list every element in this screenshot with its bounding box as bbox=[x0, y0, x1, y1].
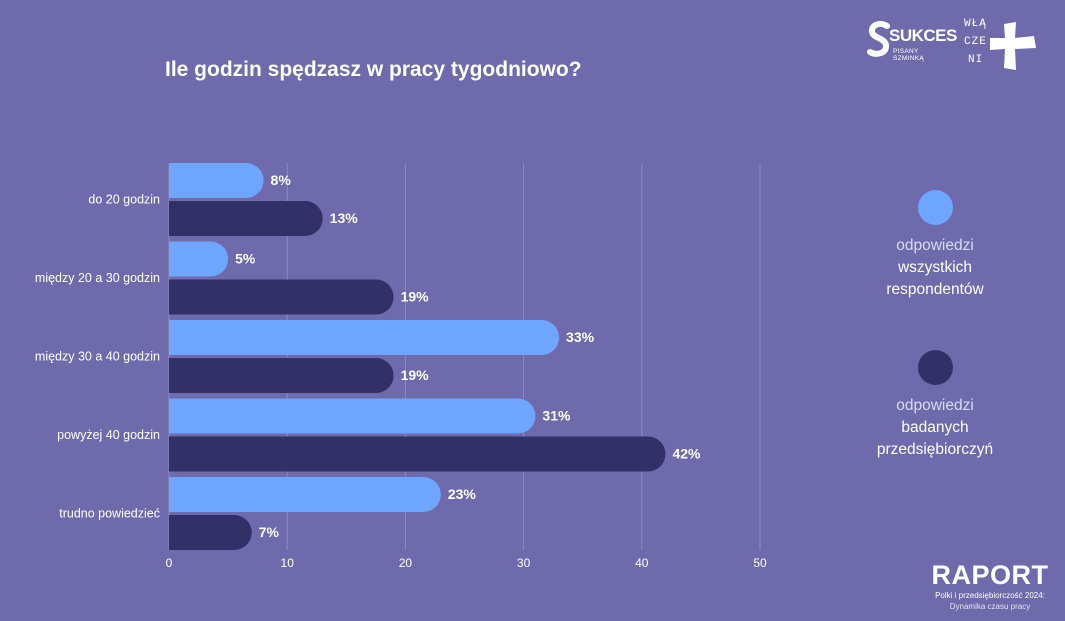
legend-swatch-all bbox=[917, 190, 953, 225]
wlaczeni-logo: WŁĄ CZE NI bbox=[960, 18, 1040, 78]
legend-item-entrepreneurs: odpowiedzi badanych przedsiębiorczyń bbox=[850, 350, 1020, 461]
bar-all-respondents bbox=[169, 320, 560, 355]
wlaczeni-line-1: WŁĄ bbox=[964, 18, 987, 30]
x-tick-label: 50 bbox=[753, 556, 767, 570]
data-label: 33% bbox=[566, 329, 595, 345]
report-footer: RAPORT Polki i przedsiębiorczość 2024: D… bbox=[925, 560, 1055, 612]
legend-entrepreneurs-line-2: badanych bbox=[901, 419, 969, 436]
report-subtitle: Polki i przedsiębiorczość 2024: bbox=[935, 591, 1045, 600]
bar-all-respondents bbox=[169, 398, 536, 434]
data-label: 7% bbox=[259, 524, 280, 540]
x-tick-label: 10 bbox=[281, 556, 295, 570]
x-tick-label: 30 bbox=[517, 556, 531, 570]
legend-item-all-respondents: odpowiedzi wszystkich respondentów bbox=[850, 190, 1020, 301]
x-tick-label: 20 bbox=[399, 556, 413, 570]
category-label: między 30 a 40 godzin bbox=[35, 349, 160, 363]
x-tick-label: 0 bbox=[166, 556, 173, 570]
sukces-wordmark: SUKCES bbox=[889, 26, 957, 45]
data-label: 19% bbox=[401, 367, 430, 383]
report-title: RAPORT bbox=[931, 560, 1049, 590]
category-label: do 20 godzin bbox=[88, 192, 160, 206]
legend-all-line-1: odpowiedzi bbox=[896, 237, 974, 254]
category-label: trudno powiedzieć bbox=[59, 506, 160, 520]
x-tick-label: 40 bbox=[635, 556, 649, 570]
legend-swatch-entrepreneurs bbox=[917, 350, 953, 385]
sukces-s-icon bbox=[867, 21, 890, 57]
data-label: 5% bbox=[235, 251, 256, 267]
legend-entrepreneurs-line-3: przedsiębiorczyń bbox=[876, 441, 994, 458]
report-subtitle-2: Dynamika czasu pracy bbox=[949, 602, 1031, 611]
data-label: 13% bbox=[330, 210, 359, 226]
data-label: 8% bbox=[271, 172, 292, 188]
sukces-subtitle: PISANY SZMINKĄ bbox=[893, 48, 924, 62]
bar-entrepreneurs bbox=[169, 201, 323, 236]
bar-entrepreneurs bbox=[169, 358, 394, 393]
data-label: 42% bbox=[672, 446, 701, 462]
data-label: 23% bbox=[448, 486, 477, 502]
bar-all-respondents bbox=[169, 477, 441, 512]
data-label: 19% bbox=[401, 289, 430, 305]
bar-all-respondents bbox=[169, 163, 264, 198]
legend-entrepreneurs-line-1: odpowiedzi bbox=[896, 397, 974, 414]
sukces-logo: SUKCES PISANY SZMINKĄ bbox=[867, 18, 957, 62]
chart-title: Ile godzin spędzasz w pracy tygodniowo? bbox=[165, 58, 582, 81]
bar-entrepreneurs bbox=[169, 279, 394, 315]
wlaczeni-line-3: NI bbox=[968, 54, 984, 66]
bar-entrepreneurs bbox=[169, 436, 666, 472]
legend-all-line-2: wszystkich bbox=[897, 259, 973, 276]
bar-entrepreneurs bbox=[169, 515, 252, 550]
plus-icon bbox=[990, 22, 1036, 70]
data-label: 31% bbox=[542, 408, 571, 424]
legend-all-line-3: respondentów bbox=[886, 281, 984, 298]
category-label: między 20 a 30 godzin bbox=[35, 271, 160, 285]
category-label: powyżej 40 godzin bbox=[57, 428, 160, 442]
wlaczeni-line-2: CZE bbox=[964, 36, 987, 48]
bar-all-respondents bbox=[169, 241, 229, 277]
